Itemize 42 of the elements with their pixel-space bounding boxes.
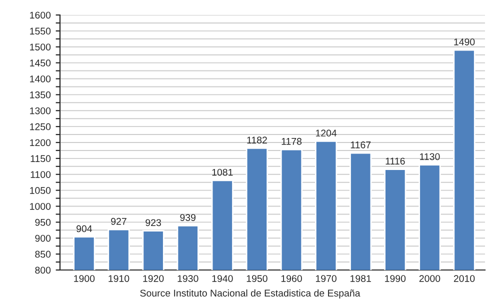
data-label: 1182 [247,136,267,144]
x-tick-label: 1981 [350,275,371,282]
x-tick-label: 2010 [454,275,475,282]
x-tick-label: 1900 [74,275,95,282]
x-tick-label: 2000 [419,275,440,282]
data-label: 1130 [420,153,440,160]
y-tick-label: 1200 [30,139,51,146]
data-label: 927 [111,218,126,225]
data-label: 1178 [282,138,302,145]
data-label: 904 [76,225,92,232]
x-tick-label: 1960 [281,275,302,282]
data-label: 1167 [350,141,371,148]
y-tick-label: 900 [35,234,51,242]
x-tick-label: 1920 [143,275,164,282]
data-label: 1081 [212,168,233,176]
x-tick-label: 1910 [108,275,130,282]
y-tick-label: 1100 [30,171,51,178]
y-tick-label: 1600 [30,12,51,19]
y-tick-label: 1150 [30,155,51,162]
data-label: 1490 [454,38,475,46]
y-tick-label: 1550 [30,28,51,35]
y-tick-label: 1400 [30,75,51,82]
x-tick-label: 1940 [212,275,233,282]
x-tick-label: 1990 [385,275,406,282]
data-label: 1116 [386,158,405,165]
y-tick-label: 950 [35,218,51,226]
x-tick-label: 1930 [178,275,198,282]
x-tick-label: 1950 [246,275,268,282]
y-tick-label: 1500 [30,44,51,50]
data-label: 1204 [316,130,337,137]
y-tick-label: 1300 [30,107,51,114]
y-tick-label: 800 [35,266,51,274]
y-tick-label: 1350 [30,91,51,98]
source-note: Source Instituto Nacional de Estadistica de España [140,289,360,298]
data-label: 939 [180,214,196,221]
y-tick-label: 1050 [30,187,51,194]
y-tick-label: 850 [35,250,51,258]
y-tick-label: 1250 [30,123,51,130]
y-tick-label: 1450 [30,60,51,66]
y-tick-label: 1000 [30,202,51,210]
data-label: 923 [146,219,161,226]
x-tick-label: 1970 [316,275,336,282]
